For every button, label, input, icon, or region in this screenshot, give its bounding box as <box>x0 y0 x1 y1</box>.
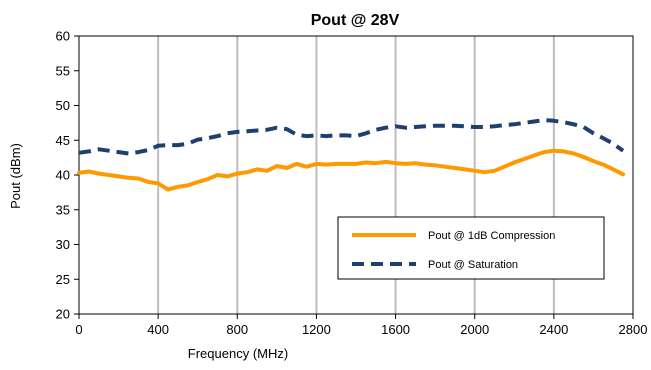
legend-label-saturation: Pout @ Saturation <box>428 259 518 271</box>
series-1db-compression <box>77 148 626 192</box>
legend: Pout @ 1dB Compression Pout @ Saturation <box>337 216 605 280</box>
chart-title: Pout @ 28V <box>311 12 400 29</box>
y-tick-label: 40 <box>56 168 70 183</box>
x-gridlines <box>157 36 555 314</box>
y-tick-label: 25 <box>56 272 70 287</box>
y-tick-label: 45 <box>56 133 70 148</box>
y-tick-label: 35 <box>56 202 70 217</box>
x-tick-label: 400 <box>147 322 169 337</box>
y-tick-label: 55 <box>56 63 70 78</box>
x-tick-label: 2800 <box>619 322 648 337</box>
y-axis-label: Pout (dBm) <box>8 143 23 209</box>
x-tick-label: 2000 <box>460 322 489 337</box>
x-tick-label: 800 <box>226 322 248 337</box>
x-tick-label: 1200 <box>302 322 331 337</box>
legend-label-1db-compression: Pout @ 1dB Compression <box>428 230 555 242</box>
y-tick-label: 20 <box>56 307 70 322</box>
x-axis-label: Frequency (MHz) <box>188 346 288 361</box>
y-tick-label: 60 <box>56 29 70 44</box>
y-tick-label: 30 <box>56 237 70 252</box>
series-saturation <box>78 118 625 156</box>
legend-box <box>337 216 605 280</box>
x-axis: 0 400 800 1200 1600 2000 2400 2800 <box>75 314 647 337</box>
x-tick-label: 2400 <box>539 322 568 337</box>
y-axis: 20 25 30 35 40 45 50 55 60 <box>56 29 79 322</box>
y-tick-label: 50 <box>56 98 70 113</box>
x-tick-label: 0 <box>75 322 82 337</box>
x-tick-label: 1600 <box>381 322 410 337</box>
series-layer <box>77 118 626 192</box>
